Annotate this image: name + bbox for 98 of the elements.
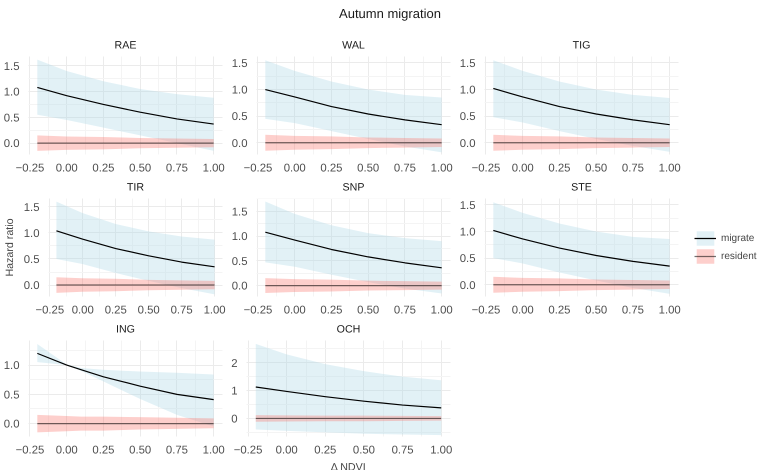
x-tick-label: 0.00 xyxy=(284,304,306,316)
y-tick-label: 0.5 xyxy=(460,111,476,124)
y-tick-label: 0.5 xyxy=(232,256,248,268)
x-tick-label: 1.00 xyxy=(430,444,452,456)
y-tick-label: 2 xyxy=(231,358,238,370)
chart-title: WAL xyxy=(342,40,365,52)
y-tick-label: 0 xyxy=(231,413,238,426)
x-tick-label: −0.25 xyxy=(244,162,272,174)
x-tick-label: 0.25 xyxy=(92,162,114,174)
y-tick-label: 0.0 xyxy=(4,418,20,431)
x-tick-label: 0.25 xyxy=(320,162,342,174)
x-tick-label: 0.25 xyxy=(548,304,570,316)
x-tick-label: 0.25 xyxy=(314,444,336,456)
y-tick-label: 1 xyxy=(231,386,238,398)
line-series xyxy=(36,352,214,400)
y-tick-label: 0.5 xyxy=(232,111,248,124)
y-tick-label: 1.0 xyxy=(460,226,476,239)
x-tick-label: 0.75 xyxy=(394,304,416,316)
line-series xyxy=(264,232,442,268)
line-series xyxy=(492,88,670,126)
x-tick-label: 1.00 xyxy=(204,304,226,316)
x-tick-label: 0.50 xyxy=(357,304,380,316)
x-tick-label: 1.00 xyxy=(202,444,225,456)
x-tick-label: 0.75 xyxy=(166,444,188,456)
x-tick-label: 0.75 xyxy=(394,162,416,174)
y-tick-label: 1.5 xyxy=(232,206,248,218)
y-tick-label: 0.0 xyxy=(460,280,476,292)
chart-title: TIR xyxy=(126,182,144,194)
y-tick-label: 1.5 xyxy=(4,60,20,73)
y-tick-label: 0.0 xyxy=(232,280,248,293)
y-tick-label: 1.0 xyxy=(232,84,248,97)
y-axis-title: Hazard ratio xyxy=(4,218,16,277)
x-tick-label: 0.00 xyxy=(56,444,78,456)
x-tick-label: −0.25 xyxy=(16,444,44,456)
x-tick-label: 0.25 xyxy=(104,304,127,316)
x-tick-label: 0.00 xyxy=(56,162,78,174)
x-tick-label: 1.00 xyxy=(430,162,453,174)
line-series xyxy=(36,86,214,125)
x-tick-label: 0.75 xyxy=(622,162,644,174)
y-tick-label: 0.0 xyxy=(460,138,476,150)
x-tick-label: −0.25 xyxy=(35,304,64,316)
line-series xyxy=(264,88,442,126)
x-tick-label: 1.00 xyxy=(658,162,681,174)
line-series xyxy=(492,230,670,267)
chart-title: OCH xyxy=(336,324,360,336)
x-tick-label: 0.25 xyxy=(92,444,114,456)
x-tick-label: 0.25 xyxy=(320,304,342,316)
y-tick-label: 0.5 xyxy=(4,112,20,124)
y-tick-label: 1.0 xyxy=(232,231,248,244)
x-tick-label: 0.00 xyxy=(276,444,298,456)
y-tick-label: 0.0 xyxy=(4,138,20,150)
x-tick-label: 0.50 xyxy=(129,162,152,174)
y-tick-label: 1.5 xyxy=(460,58,476,70)
y-tick-label: 0.0 xyxy=(232,138,248,150)
x-tick-label: 0.75 xyxy=(170,304,193,316)
y-tick-label: 1.0 xyxy=(4,86,20,99)
legend-label: migrate xyxy=(721,232,754,244)
text: Autumn migration xyxy=(338,5,442,23)
x-tick-label: 0.00 xyxy=(284,162,306,174)
chart-title: TIG xyxy=(572,40,590,52)
x-tick-label: 0.00 xyxy=(512,162,534,174)
line-series xyxy=(255,386,442,408)
x-tick-label: 0.00 xyxy=(72,304,94,316)
x-tick-label: 0.25 xyxy=(548,162,570,174)
y-tick-label: 0.5 xyxy=(24,254,40,266)
y-tick-label: 0.5 xyxy=(460,253,476,266)
y-tick-label: 1.0 xyxy=(4,360,20,372)
x-tick-label: 0.50 xyxy=(138,304,160,316)
y-tick-label: 1.5 xyxy=(460,200,476,212)
chart-title: STE xyxy=(571,182,592,194)
y-tick-label: 1.5 xyxy=(232,58,248,70)
x-tick-label: 0.50 xyxy=(585,304,608,316)
x-tick-label: 0.50 xyxy=(585,162,608,174)
x-tick-label: 1.00 xyxy=(430,304,453,316)
y-tick-label: 1.0 xyxy=(460,84,476,97)
y-tick-label: 1.5 xyxy=(24,202,40,214)
x-tick-label: −0.25 xyxy=(234,444,262,456)
x-tick-label: −0.25 xyxy=(472,304,500,316)
chart-title: SNP xyxy=(342,182,364,194)
x-tick-label: 0.75 xyxy=(622,304,644,316)
chart-title: ING xyxy=(116,324,135,336)
x-tick-label: 0.00 xyxy=(512,304,534,316)
y-tick-label: 0.5 xyxy=(4,389,20,402)
x-tick-label: −0.25 xyxy=(472,162,500,174)
line-series xyxy=(56,230,216,268)
y-tick-label: 1.0 xyxy=(24,228,40,240)
x-tick-label: 0.75 xyxy=(166,162,188,174)
legend-label: resident xyxy=(721,250,757,262)
x-tick-label: 1.00 xyxy=(658,304,681,316)
x-tick-label: 0.50 xyxy=(352,444,375,456)
chart-title: RAE xyxy=(114,40,136,52)
x-tick-label: −0.25 xyxy=(244,304,272,316)
x-tick-label: 0.50 xyxy=(357,162,380,174)
x-tick-label: 0.75 xyxy=(392,444,414,456)
x-tick-label: −0.25 xyxy=(16,162,44,174)
x-tick-label: 0.50 xyxy=(129,444,152,456)
y-tick-label: 0.0 xyxy=(24,280,40,292)
x-tick-label: 1.00 xyxy=(202,162,225,174)
